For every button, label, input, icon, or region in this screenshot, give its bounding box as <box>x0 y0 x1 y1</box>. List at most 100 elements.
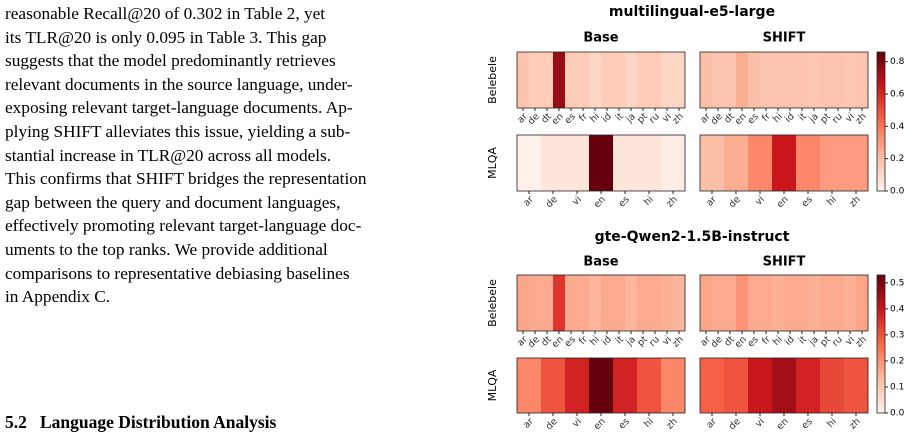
colorbar-segment <box>877 410 885 414</box>
colorbar-segment <box>877 63 885 67</box>
colorbar-tick-label: 0.1 <box>890 382 904 392</box>
x-tick-label: es <box>616 194 631 209</box>
x-tick-label: en <box>592 194 608 210</box>
x-tick-label: es <box>745 111 760 126</box>
heatmap-cell <box>760 275 773 331</box>
colorbar-segment <box>877 304 885 308</box>
heatmap-cell <box>637 275 650 331</box>
heatmap-cell <box>517 52 530 108</box>
colorbar-segment <box>877 369 885 373</box>
colorbar-segment <box>877 119 885 122</box>
heatmap-cell <box>577 52 590 108</box>
panel-title: SHIFT <box>763 255 806 270</box>
colorbar-tick-label: 0.4 <box>890 304 905 314</box>
colorbar-segment <box>877 52 885 55</box>
text-line: suggests that the model predominantly re… <box>5 51 336 71</box>
colorbar-segment <box>877 130 885 134</box>
x-tick-label: id <box>783 111 797 125</box>
x-tick-label: es <box>799 416 814 431</box>
x-tick-label: id <box>600 111 614 125</box>
colorbar-segment <box>877 403 885 407</box>
colorbar-segment <box>877 288 885 292</box>
heatmap-cell <box>856 275 869 331</box>
colorbar-segment <box>877 177 885 180</box>
colorbar-segment <box>877 346 885 350</box>
heatmap-cell <box>637 358 662 413</box>
colorbar-segment <box>877 314 885 317</box>
colorbar-segment <box>877 364 885 368</box>
colorbar-segment <box>877 302 885 306</box>
panel-frame <box>516 274 686 332</box>
heatmap-cell <box>820 275 833 331</box>
colorbar-segment <box>877 293 885 297</box>
x-tick-label: es <box>616 416 631 431</box>
x-tick-label: vi <box>753 194 767 208</box>
heatmap-cell <box>796 135 821 191</box>
colorbar-segment <box>877 77 885 81</box>
colorbar-segment <box>877 72 885 76</box>
colorbar-segment <box>877 68 885 72</box>
colorbar-segment <box>877 121 885 125</box>
colorbar-segment <box>877 337 885 340</box>
colorbar-segment <box>877 399 885 402</box>
heatmap-cell <box>589 52 602 108</box>
colorbar-segment <box>877 332 885 336</box>
colorbar-segment <box>877 188 885 192</box>
colorbar-segment <box>877 380 885 384</box>
x-tick-label: vi <box>570 416 584 430</box>
heatmap-cell <box>541 135 566 191</box>
colorbar-segment <box>877 58 885 62</box>
colorbar-segment <box>877 174 885 178</box>
colorbar-segment <box>877 86 885 90</box>
heatmap-cell <box>772 135 797 191</box>
x-tick-label: zh <box>853 111 869 127</box>
colorbar-segment <box>877 378 885 382</box>
colorbar-segment <box>877 133 885 136</box>
colorbar-segment <box>877 160 885 164</box>
section-heading: 5.2 Language Distribution Analysis <box>5 412 276 433</box>
heatmap-cell <box>844 135 869 191</box>
heatmap-cell <box>553 275 566 331</box>
heatmap-cell <box>844 275 857 331</box>
heatmap-cell <box>772 275 785 331</box>
colorbar-segment <box>877 116 885 120</box>
heatmap-cell <box>832 275 845 331</box>
x-tick-label: de <box>544 416 560 432</box>
x-tick-label: de <box>544 194 560 210</box>
colorbar-frame <box>876 51 886 192</box>
heatmap-cell <box>832 52 845 108</box>
heatmap-cell <box>637 52 650 108</box>
colorbar-tick-label: 0.2 <box>890 154 904 164</box>
heatmap-cell <box>784 275 797 331</box>
heatmap-cell <box>748 275 761 331</box>
colorbar-segment <box>877 158 885 162</box>
x-tick-label: vi <box>570 194 584 208</box>
heatmap-cell <box>601 52 614 108</box>
colorbar-segment <box>877 114 885 118</box>
heatmap-cell <box>808 52 821 108</box>
heatmap-cell <box>820 135 845 191</box>
heatmap-cell <box>820 52 833 108</box>
x-tick-label: hi <box>825 416 839 430</box>
panel-frame <box>516 51 686 109</box>
colorbar-segment <box>877 298 885 301</box>
heatmap-cell <box>736 275 749 331</box>
colorbar-segment <box>877 330 885 333</box>
colorbar-segment <box>877 170 885 173</box>
colorbar-segment <box>877 325 885 329</box>
colorbar-segment <box>877 279 885 283</box>
colorbar-segment <box>877 311 885 315</box>
colorbar-segment <box>877 373 885 377</box>
colorbar-segment <box>877 65 885 69</box>
heatmap-cell <box>784 52 797 108</box>
colorbar-segment <box>877 371 885 375</box>
colorbar-segment <box>877 109 885 113</box>
heatmap-cell <box>661 135 686 191</box>
colorbar-segment <box>877 151 885 155</box>
colorbar-tick-label: 0.0 <box>890 187 905 197</box>
colorbar-segment <box>877 376 885 379</box>
heatmap-cell <box>724 52 737 108</box>
heatmap-cell <box>661 358 686 413</box>
heatmap-cell <box>553 52 566 108</box>
